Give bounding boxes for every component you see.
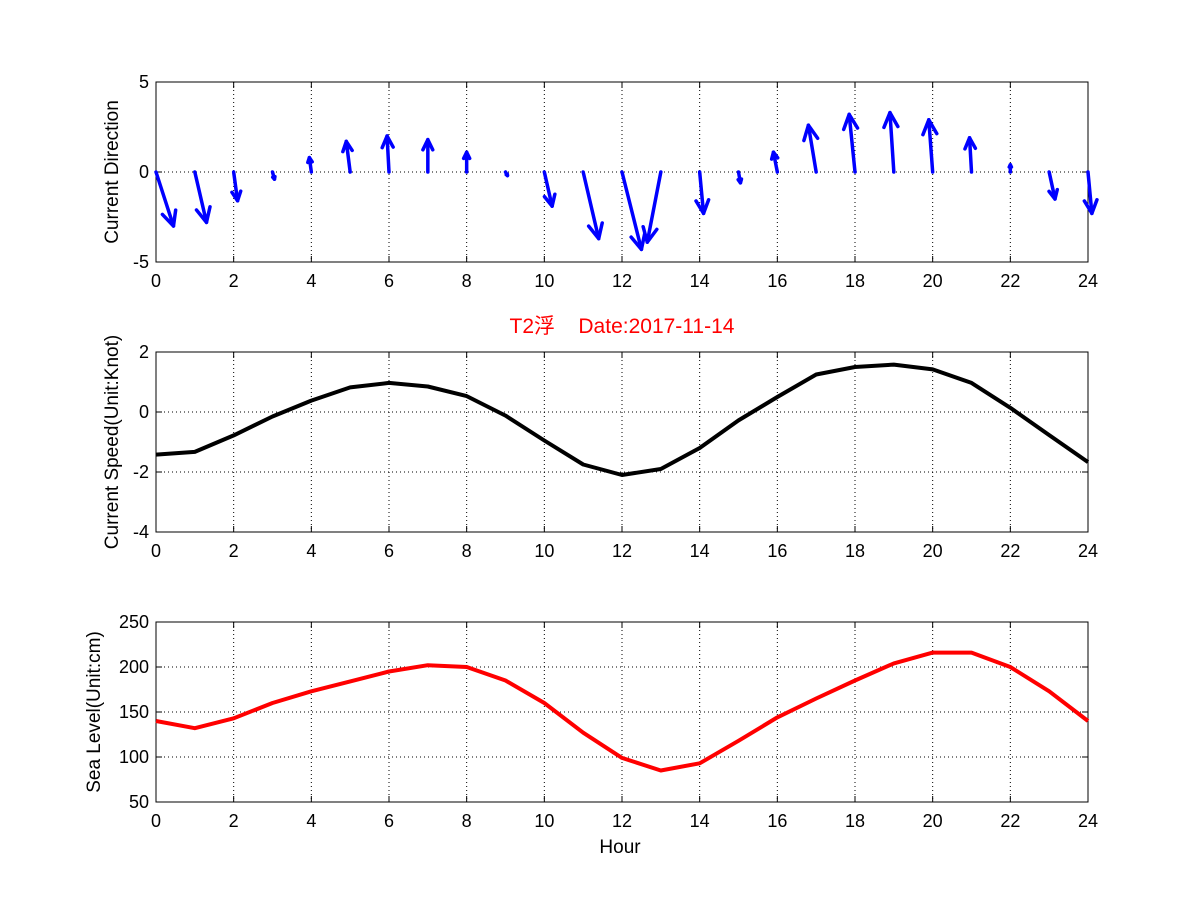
series-line — [155, 650, 1090, 773]
y-tick-label: -2 — [133, 462, 149, 482]
direction-arrow — [503, 170, 510, 178]
x-tick-label: 0 — [151, 541, 161, 561]
x-tick-label: 0 — [151, 271, 161, 291]
direction-arrow — [306, 155, 314, 174]
sea-level-y-tick-labels: 250 200 150 100 50 — [119, 612, 149, 812]
direction-arrow — [882, 110, 900, 174]
speed-y-tick-labels: 2 0 -2 -4 — [133, 342, 149, 542]
speed-plot-area — [155, 351, 1089, 533]
x-tick-label: 2 — [229, 811, 239, 831]
x-tick-label: 6 — [384, 811, 394, 831]
sea-level-x-tick-labels: 0 2 4 6 8 10 12 14 16 18 20 22 24 — [151, 811, 1098, 831]
x-tick-label: 18 — [845, 811, 865, 831]
direction-x-tick-labels: 0 2 4 6 8 10 12 14 16 18 20 22 24 — [151, 271, 1098, 291]
x-tick-label: 2 — [229, 541, 239, 561]
x-tick-label: 20 — [923, 541, 943, 561]
direction-arrow — [1082, 170, 1099, 216]
sea-level-grid — [155, 621, 1089, 803]
current-speed-panel: T2浮 Date:2017-11-14 0 2 4 6 8 10 12 14 16 18 20 22 2… — [102, 315, 1098, 561]
y-tick-label: 50 — [129, 792, 149, 812]
x-tick-label: 10 — [534, 271, 554, 291]
x-tick-label: 6 — [384, 271, 394, 291]
direction-arrow — [620, 170, 647, 252]
x-tick-label: 12 — [612, 541, 632, 561]
y-tick-label: -5 — [133, 252, 149, 272]
chart-title: T2浮 Date:2017-11-14 — [510, 315, 735, 338]
sea-level-y-axis-label: Sea Level(Unit:cm) — [84, 631, 105, 793]
x-tick-label: 4 — [306, 271, 316, 291]
direction-arrow — [641, 170, 663, 244]
y-tick-label: -4 — [133, 522, 149, 542]
direction-arrow — [542, 170, 557, 208]
current-direction-panel: 0 2 4 6 8 10 12 14 16 18 20 22 24 50-5 Current Direc… — [102, 72, 1099, 291]
x-tick-label: 14 — [690, 271, 710, 291]
x-tick-label: 8 — [462, 271, 472, 291]
speed-grid — [155, 351, 1089, 533]
x-tick-label: 14 — [690, 541, 710, 561]
x-tick-label: 2 — [229, 271, 239, 291]
x-tick-label: 20 — [923, 271, 943, 291]
y-tick-label: 0 — [139, 162, 149, 182]
direction-arrow — [963, 136, 978, 174]
direction-y-tick-labels: 5 0 -5 — [133, 72, 149, 272]
x-tick-label: 4 — [306, 541, 316, 561]
direction-arrow — [154, 170, 178, 228]
direction-arrow — [921, 118, 939, 174]
sea-level-series — [155, 650, 1090, 773]
direction-arrow — [380, 134, 395, 174]
direction-arrows — [154, 110, 1099, 252]
x-tick-label: 22 — [1000, 541, 1020, 561]
direction-arrow — [769, 150, 780, 174]
series-line — [155, 362, 1090, 477]
x-tick-label: 10 — [534, 811, 554, 831]
direction-arrow — [581, 170, 604, 241]
x-tick-label: 14 — [690, 811, 710, 831]
x-tick-label: 8 — [462, 811, 472, 831]
direction-arrow — [736, 170, 744, 185]
y-tick-label: 0 — [139, 402, 149, 422]
direction-arrow — [1007, 163, 1014, 174]
direction-arrow — [1047, 170, 1060, 201]
x-tick-label: 10 — [534, 541, 554, 561]
x-tick-label: 18 — [845, 541, 865, 561]
speed-y-axis-label: Current Speed(Unit:Knot) — [102, 335, 123, 549]
x-tick-label: 16 — [767, 541, 787, 561]
y-tick-label: 5 — [139, 72, 149, 92]
x-tick-label: 24 — [1078, 811, 1098, 831]
x-tick-label: 16 — [767, 271, 787, 291]
y-tick-label: 250 — [119, 612, 149, 632]
x-tick-label: 20 — [923, 811, 943, 831]
speed-series — [155, 362, 1090, 477]
x-tick-label: 16 — [767, 811, 787, 831]
y-tick-label: 2 — [139, 342, 149, 362]
direction-y-axis-label: Current Direction — [102, 100, 123, 244]
x-tick-label: 22 — [1000, 271, 1020, 291]
direction-arrow — [461, 150, 472, 174]
y-tick-label: 150 — [119, 702, 149, 722]
x-tick-label: 12 — [612, 811, 632, 831]
x-tick-label: 18 — [845, 271, 865, 291]
direction-arrow — [270, 170, 277, 181]
direction-arrow — [230, 170, 243, 203]
x-tick-label: 12 — [612, 271, 632, 291]
x-tick-label: 24 — [1078, 541, 1098, 561]
direction-arrow — [841, 112, 860, 174]
direction-arrow — [341, 139, 354, 174]
x-axis-label: Hour — [599, 837, 641, 858]
y-tick-label: 200 — [119, 657, 149, 677]
speed-x-tick-labels: 0 2 4 6 8 10 12 14 16 18 20 22 24 — [151, 541, 1098, 561]
direction-arrow — [802, 123, 820, 174]
direction-arrow — [694, 170, 711, 216]
x-tick-label: 6 — [384, 541, 394, 561]
x-tick-label: 0 — [151, 811, 161, 831]
direction-arrow — [421, 137, 435, 174]
x-tick-label: 4 — [306, 811, 316, 831]
direction-arrow — [193, 170, 212, 225]
y-tick-label: 100 — [119, 747, 149, 767]
x-tick-label: 8 — [462, 541, 472, 561]
x-tick-label: 22 — [1000, 811, 1020, 831]
x-tick-label: 24 — [1078, 271, 1098, 291]
